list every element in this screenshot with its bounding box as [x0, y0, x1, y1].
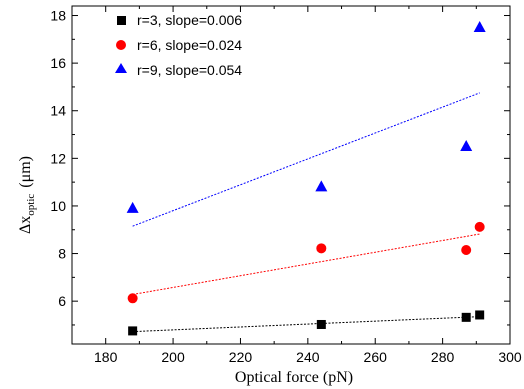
data-point-series-2: [315, 180, 328, 192]
x-tick-label: 220: [229, 349, 253, 365]
data-point-series-1: [127, 293, 138, 304]
data-point-series-1: [474, 221, 485, 232]
x-tick-label: 180: [94, 349, 118, 365]
legend-label-r9: r=9, slope=0.054: [137, 62, 242, 78]
y-axis-title-main: Δx: [17, 216, 34, 234]
x-tick-label: 300: [498, 349, 522, 365]
data-point-series-0: [475, 310, 485, 320]
fit-line-series-1: [132, 233, 480, 295]
y-axis-title-unit: (μm): [17, 156, 34, 188]
legend-label-r3: r=3, slope=0.006: [137, 12, 242, 28]
y-tick-label: 8: [58, 246, 66, 262]
data-point-series-2: [473, 20, 486, 32]
data-point-series-2: [126, 201, 139, 213]
x-tick-label: 260: [364, 349, 388, 365]
legend-marker-circle: [116, 40, 126, 50]
y-tick-label: 12: [50, 150, 66, 166]
data-point-series-1: [316, 243, 327, 254]
data-point-series-0: [461, 312, 471, 322]
x-axis-title: Optical force (pN): [235, 369, 353, 386]
legend-label-r6: r=6, slope=0.024: [137, 37, 242, 53]
y-tick-label: 16: [50, 55, 66, 71]
y-axis-title: Δxoptic (μm): [17, 156, 37, 234]
x-tick-label: 240: [296, 349, 320, 365]
y-tick-label: 14: [50, 103, 66, 119]
fit-line-series-0: [132, 316, 480, 333]
y-tick-label: 6: [58, 293, 66, 309]
fit-line-series-2: [132, 92, 480, 227]
legend-marker-triangle: [115, 63, 127, 73]
data-point-series-1: [461, 244, 472, 255]
data-point-series-0: [316, 319, 326, 329]
y-axis-title-subscript: optic: [25, 194, 37, 216]
legend: r=3, slope=0.006 r=6, slope=0.024 r=9, s…: [115, 12, 242, 78]
x-tick-label: 200: [161, 349, 185, 365]
y-tick-label: 10: [50, 198, 66, 214]
y-tick-label: 18: [50, 8, 66, 24]
plot-frame: [71, 5, 511, 345]
data-point-series-2: [460, 139, 473, 151]
data-point-series-0: [128, 326, 138, 336]
x-tick-label: 280: [431, 349, 455, 365]
legend-marker-square: [117, 16, 126, 25]
